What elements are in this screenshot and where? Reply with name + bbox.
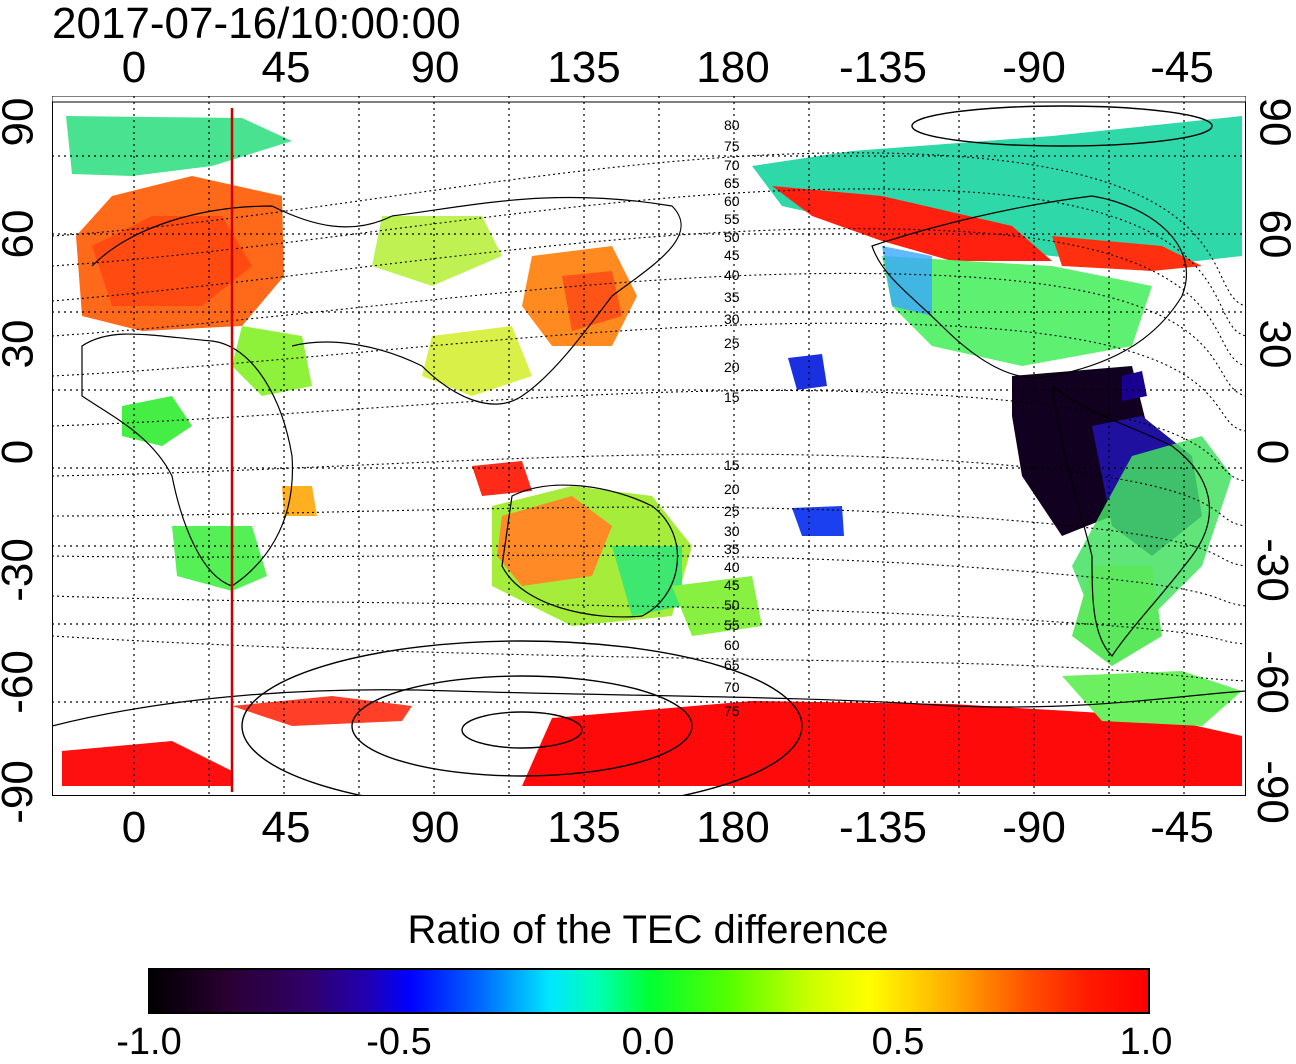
bottom-lon-tick: 90 — [410, 803, 460, 852]
right-lat-tick: -60 — [1247, 650, 1296, 714]
tec-data-regions — [62, 116, 1242, 786]
bottom-lon-tick: 45 — [261, 803, 311, 852]
pole-contours — [241, 105, 1213, 796]
bottom-lon-tick: -90 — [1002, 803, 1066, 852]
left-lat-tick: 0 — [0, 440, 42, 464]
maglat-label: 40 — [724, 559, 740, 575]
map-timestamp: 2017-07-16/10:00:00 — [52, 0, 461, 48]
right-lat-tick: -30 — [1247, 538, 1296, 602]
bottom-lon-tick: -135 — [838, 803, 928, 852]
maglat-label: 30 — [724, 523, 740, 539]
maglat-label: 55 — [724, 211, 740, 227]
right-lat-tick: 0 — [1248, 439, 1296, 465]
colorbar-tick: -1.0 — [116, 1021, 182, 1063]
maglat-label: 25 — [724, 503, 740, 519]
top-lon-tick: 45 — [261, 43, 311, 92]
colorbar-tick: 0.0 — [621, 1021, 675, 1063]
graticule — [52, 96, 1246, 796]
colorbar-tick: -0.5 — [366, 1021, 432, 1063]
left-lat-tick: -60 — [0, 650, 42, 714]
maglat-label: 30 — [724, 311, 740, 327]
top-lon-tick: -90 — [1002, 43, 1066, 92]
colorbar — [148, 968, 1150, 1014]
top-lon-tick: -45 — [1150, 43, 1214, 92]
colorbar-title: Ratio of the TEC difference — [407, 908, 889, 952]
colorbar-tick: 0.5 — [871, 1021, 925, 1063]
map-canvas: 80 75 70 65 60 55 50 45 40 35 30 25 20 1… — [52, 96, 1246, 796]
left-lat-tick: -90 — [0, 760, 42, 824]
maglat-labels-north: 80 75 70 65 60 55 50 45 40 35 30 25 20 1… — [724, 117, 740, 405]
top-lon-tick: 0 — [121, 43, 147, 92]
maglat-label: 60 — [724, 193, 740, 209]
right-lat-tick: -90 — [1247, 760, 1296, 824]
maglat-label: 65 — [724, 175, 740, 191]
maglat-label: 15 — [724, 389, 740, 405]
right-lat-tick: 90 — [1250, 97, 1296, 147]
maglat-label: 40 — [724, 267, 740, 283]
bottom-lon-tick: 0 — [121, 803, 147, 852]
maglat-label: 25 — [724, 335, 740, 351]
maglat-label: 15 — [724, 457, 740, 473]
maglat-label: 55 — [724, 617, 740, 633]
tec-map: 80 75 70 65 60 55 50 45 40 35 30 25 20 1… — [52, 96, 1246, 796]
bottom-lon-tick: 180 — [696, 803, 770, 852]
maglat-label: 65 — [724, 657, 740, 673]
maglat-label: 20 — [724, 481, 740, 497]
left-lat-tick: 90 — [0, 97, 43, 147]
right-lat-tick: 30 — [1250, 319, 1296, 369]
maglat-label: 75 — [724, 703, 740, 719]
coastlines — [52, 195, 1246, 727]
maglat-label: 45 — [724, 577, 740, 593]
maglat-label: 50 — [724, 229, 740, 245]
maglat-label: 80 — [724, 117, 740, 133]
maglat-label: 60 — [724, 637, 740, 653]
top-lon-tick: 90 — [410, 43, 460, 92]
maglat-label: 35 — [724, 289, 740, 305]
left-lat-tick: 60 — [0, 209, 43, 259]
bottom-lon-tick: -45 — [1150, 803, 1214, 852]
right-lat-tick: 60 — [1250, 209, 1296, 259]
top-lon-tick: 135 — [547, 43, 621, 92]
magnetic-latitude-lines — [52, 152, 1246, 682]
maglat-label: 50 — [724, 597, 740, 613]
maglat-label: 35 — [724, 541, 740, 557]
top-lon-tick: -135 — [838, 43, 928, 92]
maglat-label: 20 — [724, 359, 740, 375]
top-lon-tick: 180 — [696, 43, 770, 92]
maglat-label: 75 — [724, 138, 740, 154]
left-lat-tick: 30 — [0, 319, 43, 369]
maglat-label: 70 — [724, 157, 740, 173]
maglat-label: 45 — [724, 247, 740, 263]
maglat-labels-south: 15 20 25 30 35 40 45 50 55 60 65 70 75 — [724, 457, 740, 719]
bottom-lon-tick: 135 — [547, 803, 621, 852]
maglat-label: 70 — [724, 679, 740, 695]
colorbar-tick: 1.0 — [1119, 1021, 1173, 1063]
left-lat-tick: -30 — [0, 538, 42, 602]
